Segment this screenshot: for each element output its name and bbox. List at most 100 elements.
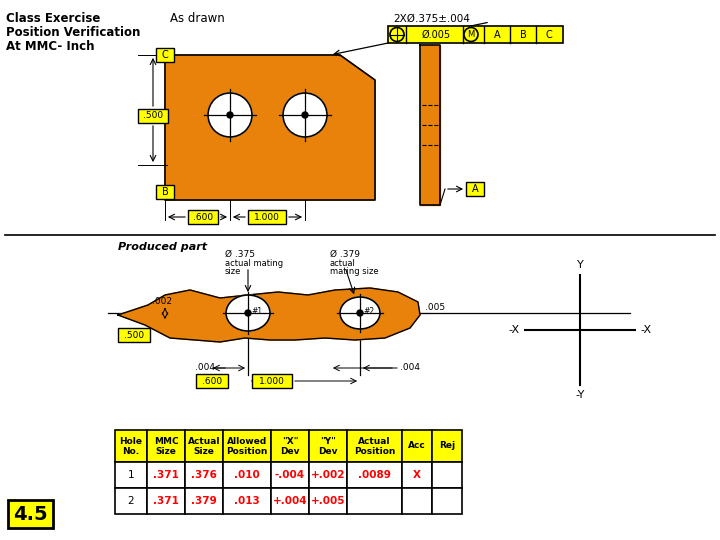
Bar: [402, 430, 432, 462]
Ellipse shape: [226, 295, 270, 331]
Bar: [196, 374, 228, 388]
Text: .005: .005: [425, 303, 445, 313]
Text: +.004: +.004: [273, 496, 307, 506]
Text: C: C: [546, 30, 552, 39]
Bar: [248, 210, 286, 224]
Circle shape: [357, 310, 363, 316]
Bar: [402, 488, 432, 514]
Text: .004: .004: [400, 363, 420, 373]
Text: Size: Size: [156, 448, 176, 456]
Text: B: B: [161, 187, 168, 197]
Ellipse shape: [340, 297, 380, 329]
Bar: [223, 430, 271, 462]
Text: 2: 2: [127, 496, 135, 506]
Text: Produced part: Produced part: [118, 242, 207, 252]
Bar: [8, 500, 53, 528]
Text: C: C: [161, 50, 168, 60]
Polygon shape: [118, 288, 420, 342]
Bar: [271, 430, 309, 462]
Text: Position Verification: Position Verification: [6, 26, 140, 39]
Text: A: A: [472, 184, 478, 194]
Bar: [185, 462, 223, 488]
Text: Class Exercise: Class Exercise: [6, 12, 100, 25]
Text: Actual: Actual: [359, 437, 391, 447]
Text: actual: actual: [330, 259, 356, 268]
Text: .500: .500: [143, 111, 163, 120]
Text: .379: .379: [191, 496, 217, 506]
Text: "X": "X": [282, 437, 298, 447]
Bar: [432, 462, 462, 488]
Text: Dev: Dev: [280, 448, 300, 456]
Text: 1.000: 1.000: [259, 376, 285, 386]
Text: B: B: [520, 30, 526, 39]
Text: 2XØ.375±.004: 2XØ.375±.004: [393, 14, 470, 24]
Text: 4.5: 4.5: [13, 504, 48, 523]
Bar: [223, 488, 271, 514]
Bar: [156, 48, 174, 62]
Text: Ø .379: Ø .379: [330, 250, 360, 259]
Text: .500: .500: [124, 330, 144, 340]
Text: size: size: [225, 267, 241, 276]
Text: Position: Position: [226, 448, 268, 456]
Bar: [271, 462, 309, 488]
Circle shape: [227, 112, 233, 118]
Text: MMC: MMC: [153, 437, 179, 447]
Text: 1: 1: [127, 470, 135, 480]
Text: .0089: .0089: [358, 470, 391, 480]
Circle shape: [283, 93, 327, 137]
Text: 1.000: 1.000: [254, 213, 280, 221]
Text: .376: .376: [191, 470, 217, 480]
Text: Ø.005: Ø.005: [421, 30, 451, 39]
Text: -Y: -Y: [575, 390, 585, 400]
Bar: [309, 430, 347, 462]
Bar: [223, 462, 271, 488]
Text: Position: Position: [354, 448, 395, 456]
Bar: [432, 430, 462, 462]
Bar: [147, 430, 185, 462]
Bar: [347, 430, 402, 462]
Bar: [185, 488, 223, 514]
Bar: [402, 462, 432, 488]
Text: +.005: +.005: [311, 496, 346, 506]
Text: -.004: -.004: [275, 470, 305, 480]
Text: .002: .002: [152, 298, 172, 307]
Text: Y: Y: [577, 260, 583, 270]
Text: .004: .004: [195, 363, 215, 373]
Text: +.002: +.002: [311, 470, 346, 480]
Circle shape: [208, 93, 252, 137]
Bar: [118, 328, 150, 342]
Bar: [309, 488, 347, 514]
Bar: [309, 462, 347, 488]
Polygon shape: [165, 55, 375, 200]
Text: At MMC- Inch: At MMC- Inch: [6, 40, 94, 53]
Text: Rej: Rej: [439, 442, 455, 450]
Bar: [271, 488, 309, 514]
Bar: [115, 488, 147, 514]
Bar: [156, 185, 174, 199]
Text: No.: No.: [122, 448, 140, 456]
Text: .371: .371: [153, 496, 179, 506]
Text: .600: .600: [193, 213, 213, 221]
Circle shape: [245, 310, 251, 316]
Text: Dev: Dev: [318, 448, 338, 456]
Bar: [115, 430, 147, 462]
Text: .600: .600: [202, 376, 222, 386]
Text: actual mating: actual mating: [225, 259, 283, 268]
Bar: [347, 488, 402, 514]
Text: Actual: Actual: [188, 437, 220, 447]
Text: Ø .375: Ø .375: [225, 250, 255, 259]
Bar: [347, 462, 402, 488]
Text: M: M: [467, 30, 474, 39]
Text: .013: .013: [234, 496, 260, 506]
Text: X: X: [413, 470, 421, 480]
Text: #2: #2: [363, 307, 374, 315]
Bar: [188, 210, 218, 224]
Text: "Y": "Y": [320, 437, 336, 447]
Text: Hole: Hole: [120, 437, 143, 447]
Bar: [138, 109, 168, 123]
Polygon shape: [420, 45, 440, 205]
Text: mating size: mating size: [330, 267, 379, 276]
Bar: [252, 374, 292, 388]
Circle shape: [302, 112, 308, 118]
Text: .371: .371: [153, 470, 179, 480]
